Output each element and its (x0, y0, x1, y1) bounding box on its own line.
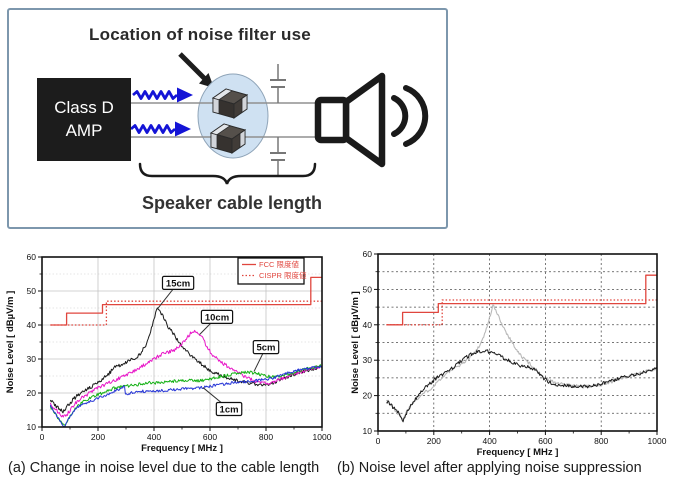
y-axis-title: Noise Level [ dBµV/m ] (350, 291, 361, 394)
tick-label: 50 (27, 286, 37, 296)
trace-1cm (49, 365, 323, 428)
plot-border (377, 253, 658, 432)
caption-a: (a) Change in noise level due to the cab… (8, 460, 320, 476)
tick-label: 0 (40, 432, 45, 442)
tick-label: 10 (27, 422, 37, 432)
legend-label: CISPR 限度値 (259, 270, 307, 280)
tick-label: 60 (363, 249, 373, 259)
trace-15cm (49, 307, 323, 414)
speaker-icon (314, 72, 429, 168)
tick-label: 50 (363, 284, 373, 294)
tick-label: 400 (483, 436, 497, 446)
tick-label: 800 (259, 432, 273, 442)
trace-fcc-limit (386, 274, 657, 326)
tick-label: 20 (363, 391, 373, 401)
trace-before-suppression (385, 304, 658, 421)
amp-label-line2: AMP (65, 120, 103, 140)
trace-after-suppression (386, 349, 658, 423)
legend-box (237, 257, 305, 285)
tick-label: 0 (376, 436, 381, 446)
cable-length-label: Speaker cable length (141, 193, 323, 213)
trace-fcc-limit (50, 276, 322, 326)
tick-label: 1000 (313, 432, 332, 442)
amp-label-line1: Class D (54, 98, 114, 118)
noise-arrow-icon (131, 86, 195, 104)
diagram-title: Location of noise filter use (89, 25, 311, 44)
trace-cispr-limit (50, 300, 322, 326)
y-axis-title: Noise Level [ dBµV/m ] (5, 291, 16, 394)
tick-label: 40 (363, 320, 373, 330)
trace-5cm (49, 364, 323, 426)
x-axis-title: Frequency [ MHz ] (477, 447, 559, 458)
pointer-arrow-icon (178, 52, 214, 88)
callout-label: 1cm (220, 404, 239, 415)
capacitor-icon (269, 136, 287, 177)
plot-border (41, 256, 323, 428)
tick-label: 600 (203, 432, 217, 442)
brace-icon (138, 162, 317, 185)
callout-box (161, 275, 195, 290)
callout-box (252, 339, 280, 355)
callout-label: 15cm (166, 278, 190, 289)
noise-arrow-icon (129, 120, 193, 138)
callout-label: 5cm (256, 343, 275, 354)
tick-label: 600 (538, 436, 552, 446)
tick-label: 400 (147, 432, 161, 442)
tick-label: 200 (427, 436, 441, 446)
tick-label: 30 (363, 355, 373, 365)
legend-label: FCC 限度値 (259, 259, 299, 269)
tick-label: 30 (27, 354, 37, 364)
x-axis-title: Frequency [ MHz ] (141, 443, 223, 454)
tick-label: 800 (594, 436, 608, 446)
callout-box (215, 401, 243, 417)
callout-label: 10cm (205, 312, 229, 323)
class-d-amp-box: Class D AMP (37, 78, 131, 161)
trace-10cm (49, 329, 323, 418)
tick-label: 1000 (648, 436, 667, 446)
callout-box (200, 309, 234, 324)
tick-label: 200 (91, 432, 105, 442)
caption-b: (b) Noise level after applying noise sup… (337, 460, 642, 476)
diagram-canvas (129, 52, 429, 185)
capacitor-icon (269, 63, 287, 104)
tick-label: 40 (27, 320, 37, 330)
tick-label: 20 (27, 388, 37, 398)
tick-label: 10 (363, 426, 373, 436)
tick-label: 60 (27, 252, 37, 262)
chart-b-canvas: 0 200 400 600 800 1000 10 20 30 40 50 60 Frequency [… (350, 249, 667, 458)
